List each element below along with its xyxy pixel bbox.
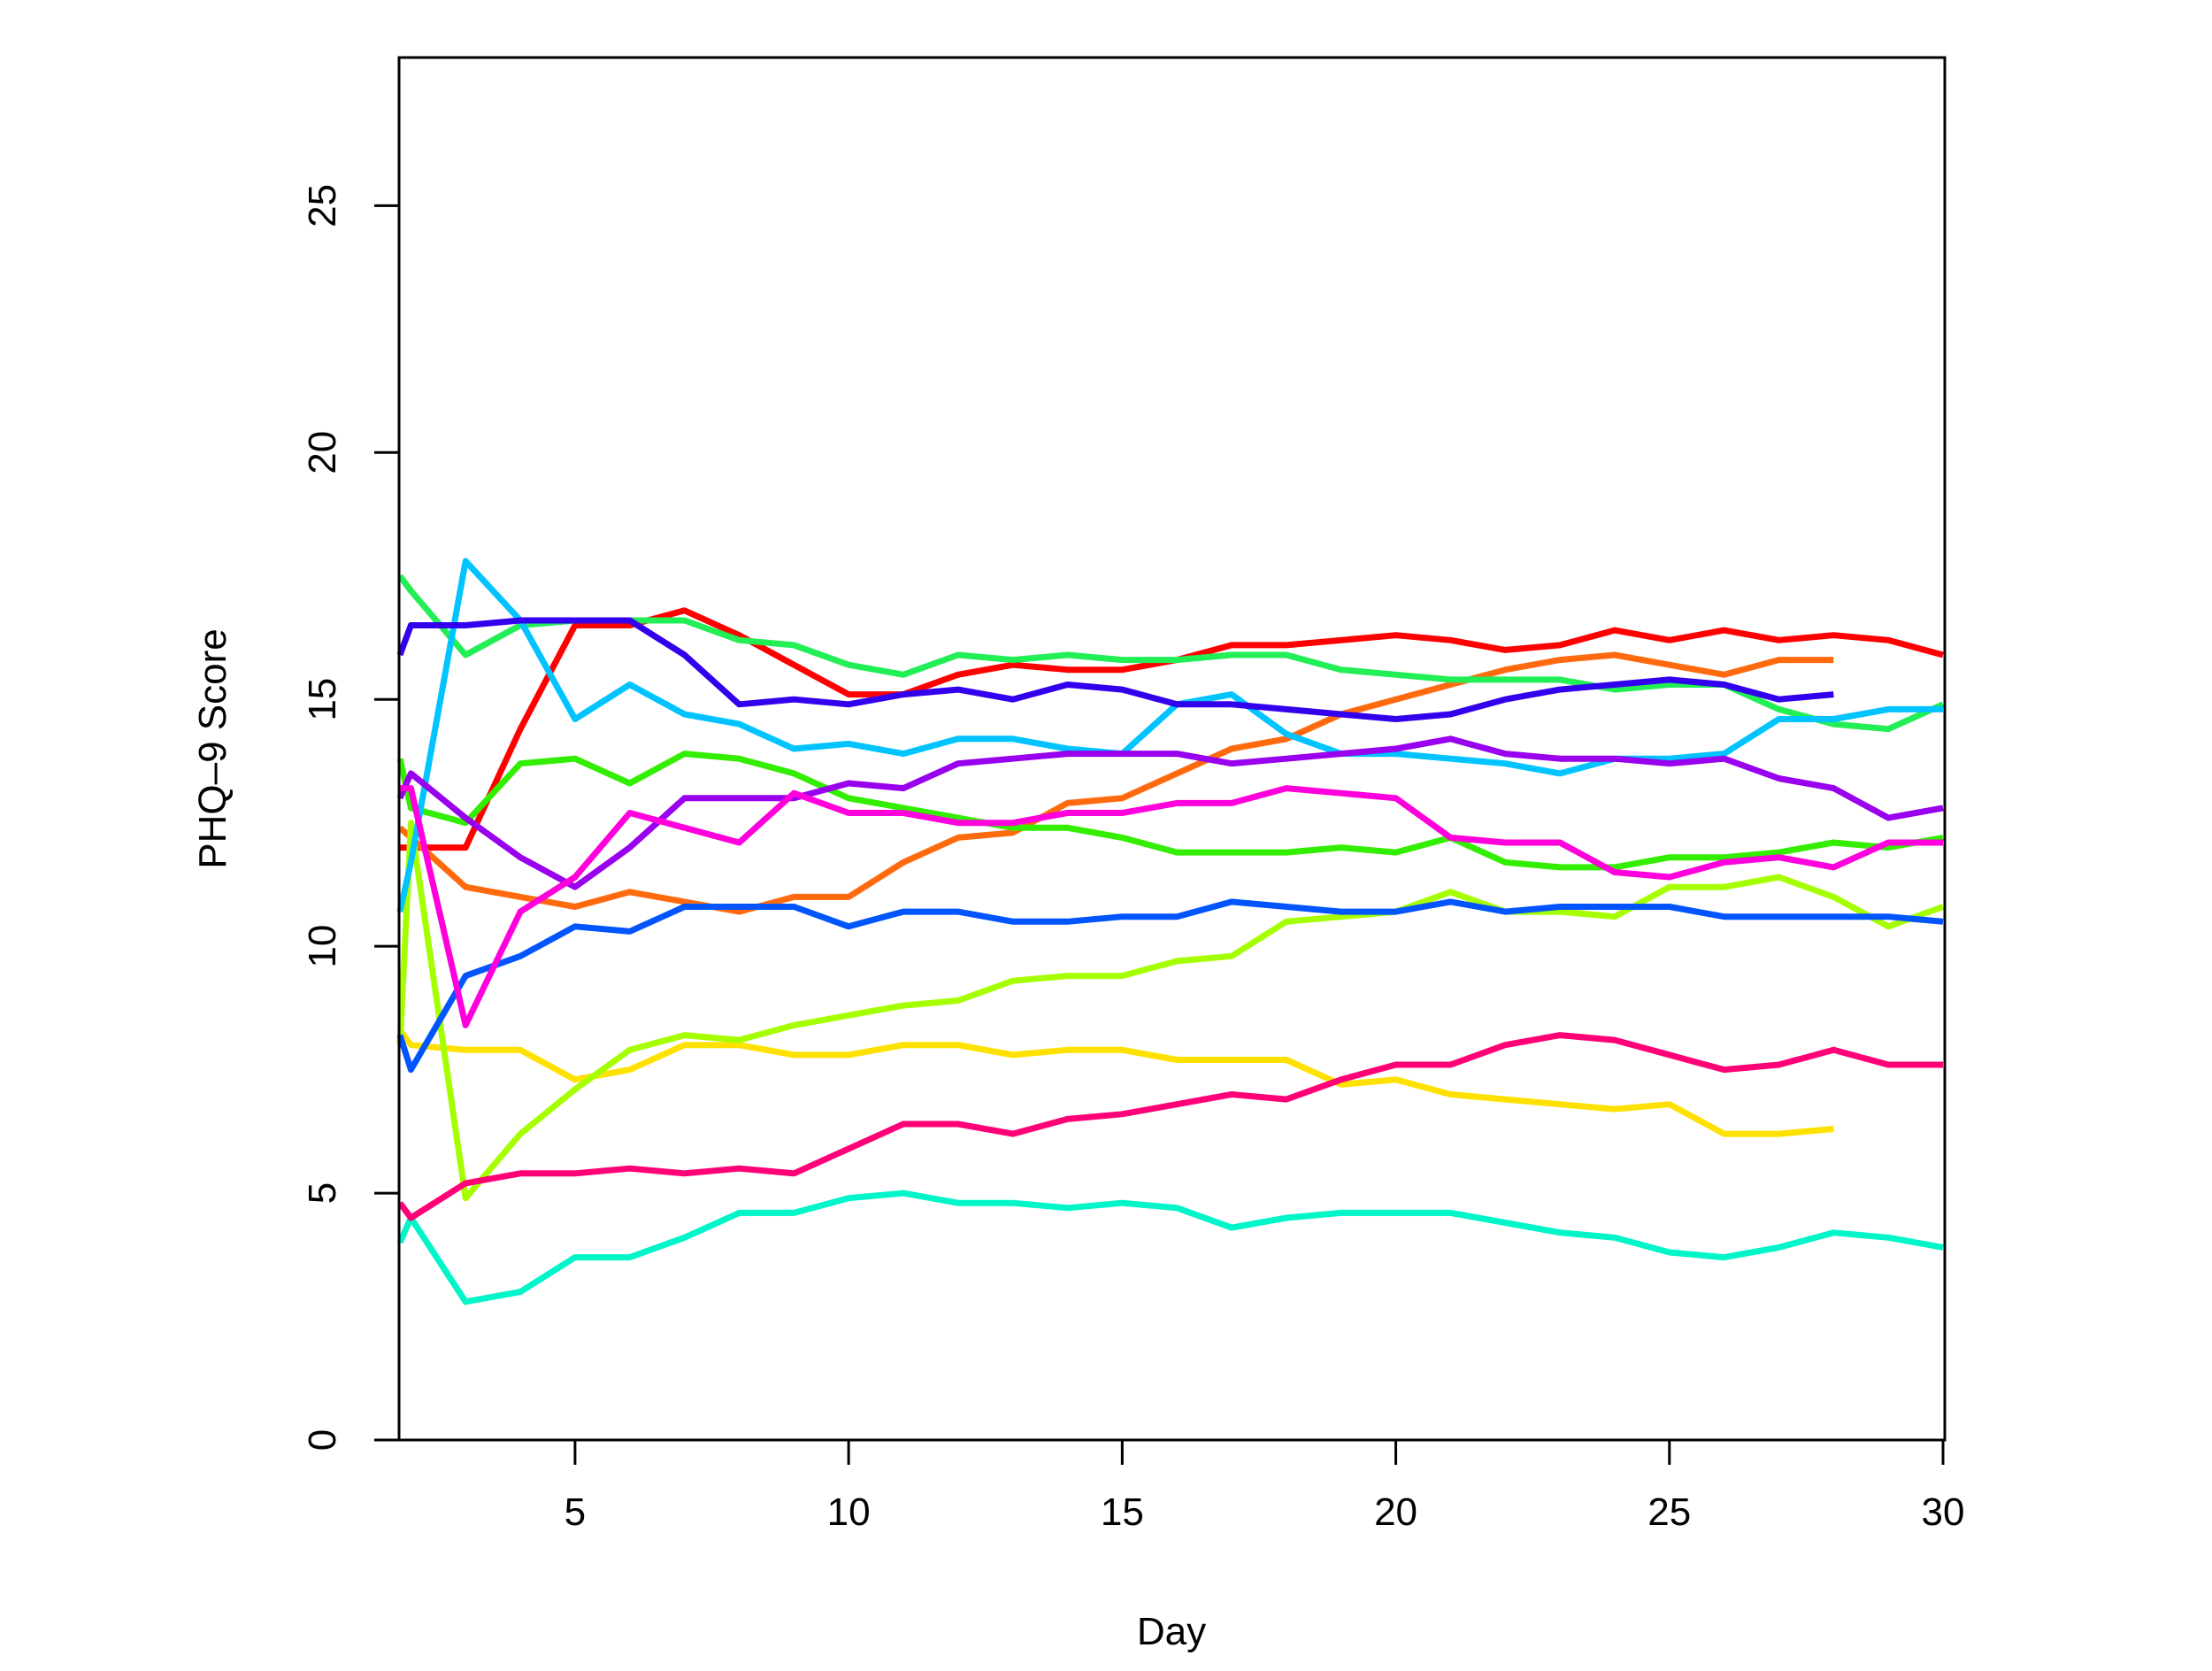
x-tick-label-20: 20 — [1374, 1490, 1417, 1534]
x-tick-label-15: 15 — [1101, 1490, 1144, 1534]
series-line-1 — [400, 607, 1944, 851]
series-line-11 — [396, 735, 1944, 890]
series-line-5 — [396, 751, 1944, 871]
x-tick-label-10: 10 — [827, 1490, 871, 1534]
series-line-9 — [396, 898, 1944, 1074]
x-axis: 5 10 15 20 25 30 — [565, 1438, 1965, 1534]
series-layer — [396, 558, 1945, 1305]
series-line-4 — [396, 820, 1945, 1202]
y-tick-label-0: 0 — [301, 1429, 344, 1451]
y-axis-label: PHQ–9 Score — [191, 628, 234, 868]
plot-frame — [397, 56, 1947, 1442]
x-axis-label: Day — [1137, 1610, 1206, 1653]
y-tick-label-25: 25 — [301, 184, 344, 227]
y-tick-label-15: 15 — [301, 678, 344, 721]
y-tick-label-5: 5 — [301, 1182, 344, 1204]
series-line-3 — [397, 1028, 1834, 1137]
x-tick-label-30: 30 — [1922, 1490, 1965, 1534]
series-line-8 — [396, 558, 1943, 913]
y-tick-label-20: 20 — [301, 431, 344, 474]
y-tick-label-10: 10 — [301, 925, 344, 968]
y-axis: 0 5 10 15 20 25 — [301, 184, 401, 1451]
series-line-10 — [396, 617, 1834, 722]
x-tick-label-25: 25 — [1647, 1490, 1691, 1534]
series-line-12 — [400, 785, 1943, 1028]
series-line-2 — [397, 651, 1834, 915]
series-line-13 — [397, 1032, 1943, 1221]
series-line-7 — [396, 1190, 1944, 1305]
x-tick-label-5: 5 — [565, 1490, 586, 1534]
